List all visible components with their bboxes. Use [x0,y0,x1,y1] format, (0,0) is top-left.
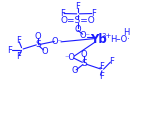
Text: F: F [60,9,65,18]
Text: F: F [7,46,12,55]
Text: F: F [16,52,21,61]
Text: F: F [99,72,104,81]
Text: 3+: 3+ [101,33,112,39]
Text: F: F [110,57,115,66]
Text: O: O [72,66,78,75]
Text: O⁻: O⁻ [79,31,90,40]
Text: F: F [99,62,104,71]
Text: O: O [81,50,88,59]
Text: F: F [91,9,96,18]
Text: H: H [123,28,129,37]
Text: F: F [76,2,80,11]
Text: O⁻: O⁻ [52,37,63,46]
Text: O=S=O: O=S=O [61,16,95,25]
Text: O: O [75,25,81,34]
Text: O: O [41,47,48,56]
Text: F: F [16,36,21,45]
Text: Yb: Yb [90,33,107,46]
Text: ⁻O: ⁻O [65,53,76,62]
Text: H–O·: H–O· [111,35,130,44]
Text: S: S [81,59,87,68]
Text: O: O [34,32,41,41]
Text: S: S [35,40,41,49]
